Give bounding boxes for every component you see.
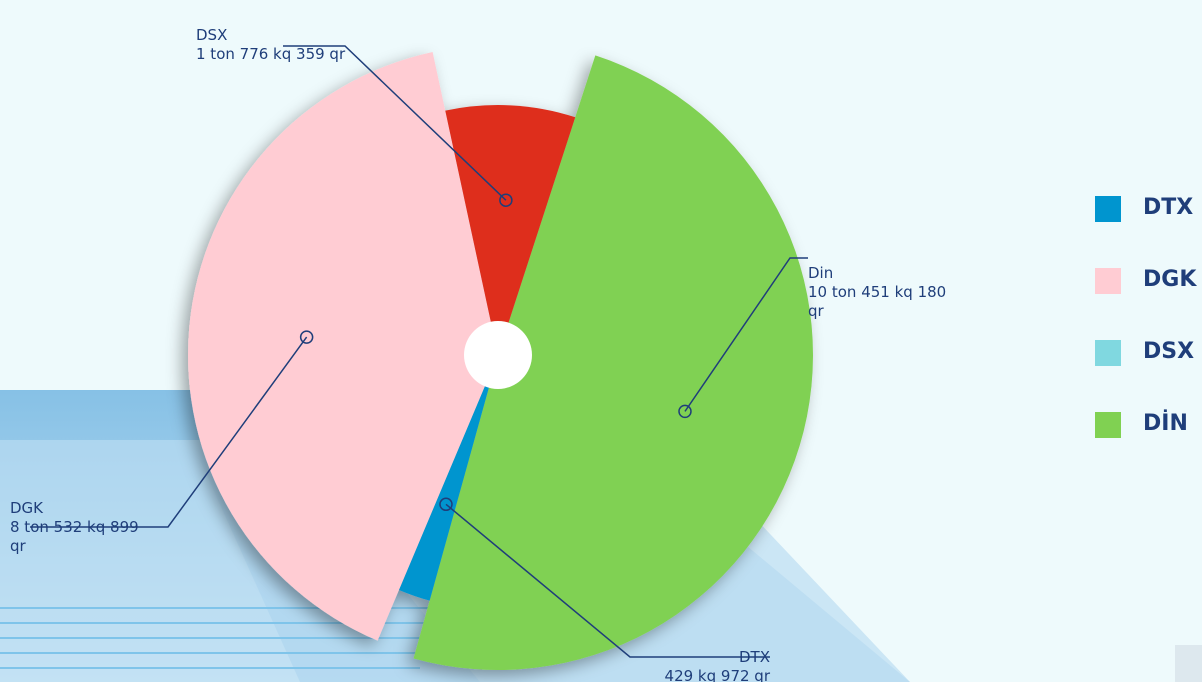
leader-dot [678, 404, 692, 419]
pie-hole [464, 321, 532, 389]
legend-swatch [1095, 268, 1121, 294]
pie [188, 51, 813, 671]
leader-line [283, 45, 507, 201]
pie-slice [188, 51, 498, 641]
leader-line [445, 503, 770, 658]
leader-dot [439, 497, 453, 512]
slice-value: 10 ton 451 kq 180 qr [808, 283, 947, 320]
slice-label: Din 10 ton 451 kq 180 qr [808, 264, 958, 321]
pie-slice [398, 355, 498, 601]
leader-dot [299, 330, 314, 344]
legend-label: DTX [1143, 195, 1194, 220]
slice-value: 1 ton 776 kq 359 qr [196, 45, 346, 63]
legend-swatch [1095, 412, 1121, 438]
legend-label: DİN [1143, 411, 1188, 436]
slice-value: 429 kq 972 qr [664, 667, 770, 682]
legend-label: DSX [1143, 339, 1195, 364]
slice-label: DGK 8 ton 532 kq 899 qr [10, 499, 140, 556]
legend-label: DGK [1143, 267, 1197, 292]
leader-line [684, 257, 808, 412]
pie-slice [445, 105, 576, 356]
slice-name: DTX [739, 648, 770, 666]
legend-swatch [1095, 340, 1121, 366]
slice-name: DGK [10, 499, 44, 517]
slice-label: DTX 429 kq 972 qr [620, 648, 770, 682]
leader-line [30, 336, 308, 528]
legend-swatch [1095, 196, 1121, 222]
slice-label: DSX 1 ton 776 kq 359 qr [196, 26, 366, 64]
leader-dot [499, 193, 513, 207]
slice-value: 8 ton 532 kq 899 qr [10, 518, 139, 555]
slice-name: DSX [196, 26, 228, 44]
slice-name: Din [808, 264, 834, 282]
callouts [30, 45, 808, 658]
pie-slice [413, 55, 813, 671]
